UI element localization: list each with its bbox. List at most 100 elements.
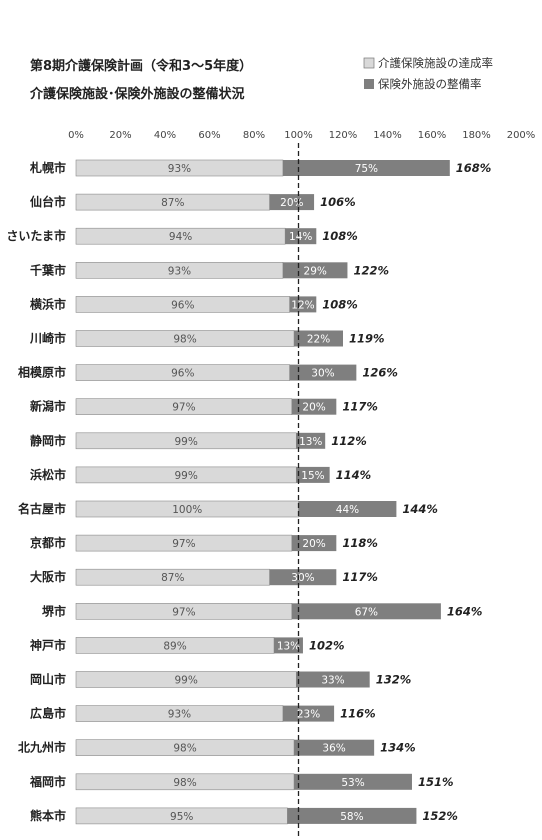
city-label: 川崎市 <box>29 331 66 346</box>
city-label: 広島市 <box>30 706 66 721</box>
city-label: 札幌市 <box>29 160 66 175</box>
bar-achievement-label: 97% <box>172 402 195 414</box>
bar-non-insurance <box>289 364 357 381</box>
city-label: 神戸市 <box>30 637 66 652</box>
bar-achievement-label: 99% <box>174 436 197 448</box>
bar-non-insurance-label: 75% <box>355 163 378 175</box>
city-label: 新潟市 <box>30 399 66 414</box>
bar-achievement-label: 99% <box>174 675 197 687</box>
x-tick-label: 120% <box>329 130 358 141</box>
bar-non-insurance-label: 15% <box>301 470 324 482</box>
bar-non-insurance-label: 20% <box>280 197 303 209</box>
bar-achievement-label: 98% <box>173 777 196 789</box>
city-label: 浜松市 <box>30 467 66 482</box>
bar-achievement-label: 95% <box>170 811 193 823</box>
x-axis-ticks: 0% 20% 40% 60% 80% 100% 120% 140% 160% 180% 200% <box>68 130 535 141</box>
bar-total-label: 114% <box>336 468 372 482</box>
bar-non-insurance-label: 14% <box>289 231 312 243</box>
x-tick-label: 200% <box>507 130 536 141</box>
x-tick-label: 180% <box>462 130 491 141</box>
legend-swatch-achievement <box>363 57 375 69</box>
bar-non-insurance-label: 30% <box>311 368 334 380</box>
city-label: 名古屋市 <box>18 501 66 516</box>
bar-achievement-label: 93% <box>168 163 191 175</box>
city-label: 福岡市 <box>29 774 66 789</box>
bar-rows: 札幌市 93% 75% 168% 仙台市 87% 20% 106% さいたま市 94% 14% 108… <box>6 159 491 825</box>
bar-non-insurance-label: 12% <box>291 299 314 311</box>
bar-non-insurance <box>269 194 315 211</box>
bar-achievement-label: 96% <box>171 299 194 311</box>
bar-non-insurance <box>294 739 375 756</box>
city-label: 京都市 <box>30 535 66 550</box>
bar-total-label: 102% <box>309 638 345 652</box>
bar-non-insurance <box>282 705 335 722</box>
bar-achievement-label: 98% <box>173 334 196 346</box>
bar-achievement-label: 100% <box>172 504 202 516</box>
bar-achievement-label: 93% <box>168 265 191 277</box>
bar-total-label: 119% <box>349 332 385 346</box>
bar-non-insurance-label: 20% <box>302 538 325 550</box>
city-label: 千葉市 <box>30 262 66 277</box>
bar-achievement-label: 94% <box>169 231 192 243</box>
bar-non-insurance-label: 67% <box>355 606 378 618</box>
bar-achievement-label: 87% <box>161 197 184 209</box>
bar-achievement-label: 98% <box>173 743 196 755</box>
bar-total-label: 152% <box>422 809 458 823</box>
bar-non-insurance-label: 20% <box>302 402 325 414</box>
city-label: 相模原市 <box>18 365 66 380</box>
x-tick-label: 40% <box>154 130 176 141</box>
bar-non-insurance-label: 13% <box>277 640 300 652</box>
city-label: 堺市 <box>42 603 66 618</box>
bar-non-insurance <box>294 330 343 347</box>
bar-total-label: 108% <box>322 229 358 243</box>
city-label: 岡山市 <box>30 672 66 687</box>
bar-non-insurance-label: 29% <box>304 265 327 277</box>
bar-non-insurance-label: 22% <box>307 334 330 346</box>
bar-total-label: 112% <box>331 434 367 448</box>
bar-total-label: 164% <box>447 604 483 618</box>
x-tick-label: 160% <box>418 130 447 141</box>
x-tick-label: 20% <box>109 130 131 141</box>
bar-non-insurance <box>294 773 412 790</box>
bar-non-insurance <box>291 535 337 552</box>
bar-total-label: 132% <box>376 673 412 687</box>
x-tick-label: 100% <box>284 130 313 141</box>
bar-non-insurance <box>269 569 337 586</box>
bar-non-insurance <box>289 296 317 313</box>
x-tick-label: 0% <box>68 130 84 141</box>
bar-non-insurance <box>296 432 326 449</box>
x-tick-label: 140% <box>373 130 402 141</box>
bar-non-insurance <box>287 807 417 824</box>
bar-total-label: 106% <box>320 195 356 209</box>
bar-non-insurance-label: 30% <box>291 572 314 584</box>
bar-non-insurance <box>291 398 337 415</box>
city-label: 仙台市 <box>30 194 66 209</box>
bar-total-label: 126% <box>362 366 398 380</box>
bar-achievement-label: 89% <box>163 640 186 652</box>
bar-non-insurance <box>298 501 397 517</box>
bar-non-insurance-label: 58% <box>340 811 363 823</box>
city-label: さいたま市 <box>6 228 66 243</box>
bar-non-insurance <box>296 671 370 688</box>
chart-title-line1: 第8期介護保険計画（令和3～5年度） <box>30 58 252 74</box>
bar-non-insurance <box>291 603 441 620</box>
bar-non-insurance-label: 36% <box>322 743 345 755</box>
bar-total-label: 116% <box>340 707 376 721</box>
bar-achievement-label: 93% <box>168 709 191 721</box>
bar-non-insurance-label: 44% <box>336 504 359 516</box>
legend-label-achievement: 介護保険施設の達成率 <box>378 56 493 70</box>
city-label: 横浜市 <box>30 296 66 311</box>
x-tick-label: 80% <box>243 130 265 141</box>
bar-total-label: 151% <box>418 775 454 789</box>
bar-achievement-label: 97% <box>172 606 195 618</box>
city-label: 熊本市 <box>30 808 66 823</box>
bar-achievement-label: 87% <box>161 572 184 584</box>
bar-total-label: 117% <box>342 570 378 584</box>
bar-total-label: 108% <box>322 297 358 311</box>
city-label: 北九州市 <box>18 740 66 755</box>
chart-title-line2: 介護保険施設･保険外施設の整備状況 <box>29 86 245 102</box>
bar-achievement-label: 97% <box>172 538 195 550</box>
bar-non-insurance <box>274 637 303 654</box>
x-tick-label: 60% <box>198 130 220 141</box>
